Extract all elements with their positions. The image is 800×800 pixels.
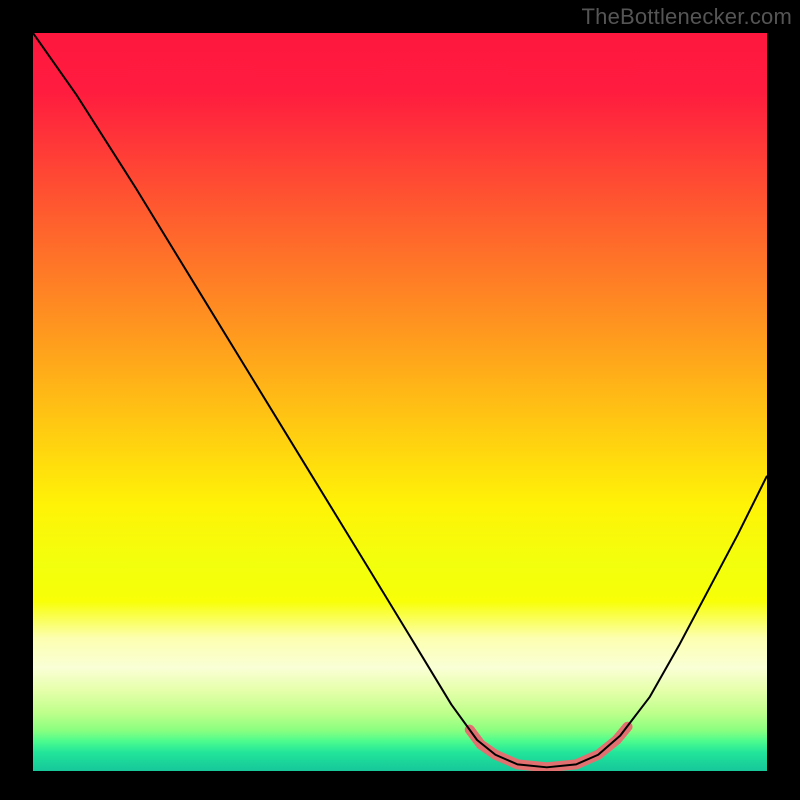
gradient-background xyxy=(33,33,767,771)
watermark-text: TheBottlenecker.com xyxy=(582,4,792,30)
plot-area xyxy=(33,33,767,771)
plot-svg xyxy=(33,33,767,771)
chart-frame: TheBottlenecker.com xyxy=(0,0,800,800)
